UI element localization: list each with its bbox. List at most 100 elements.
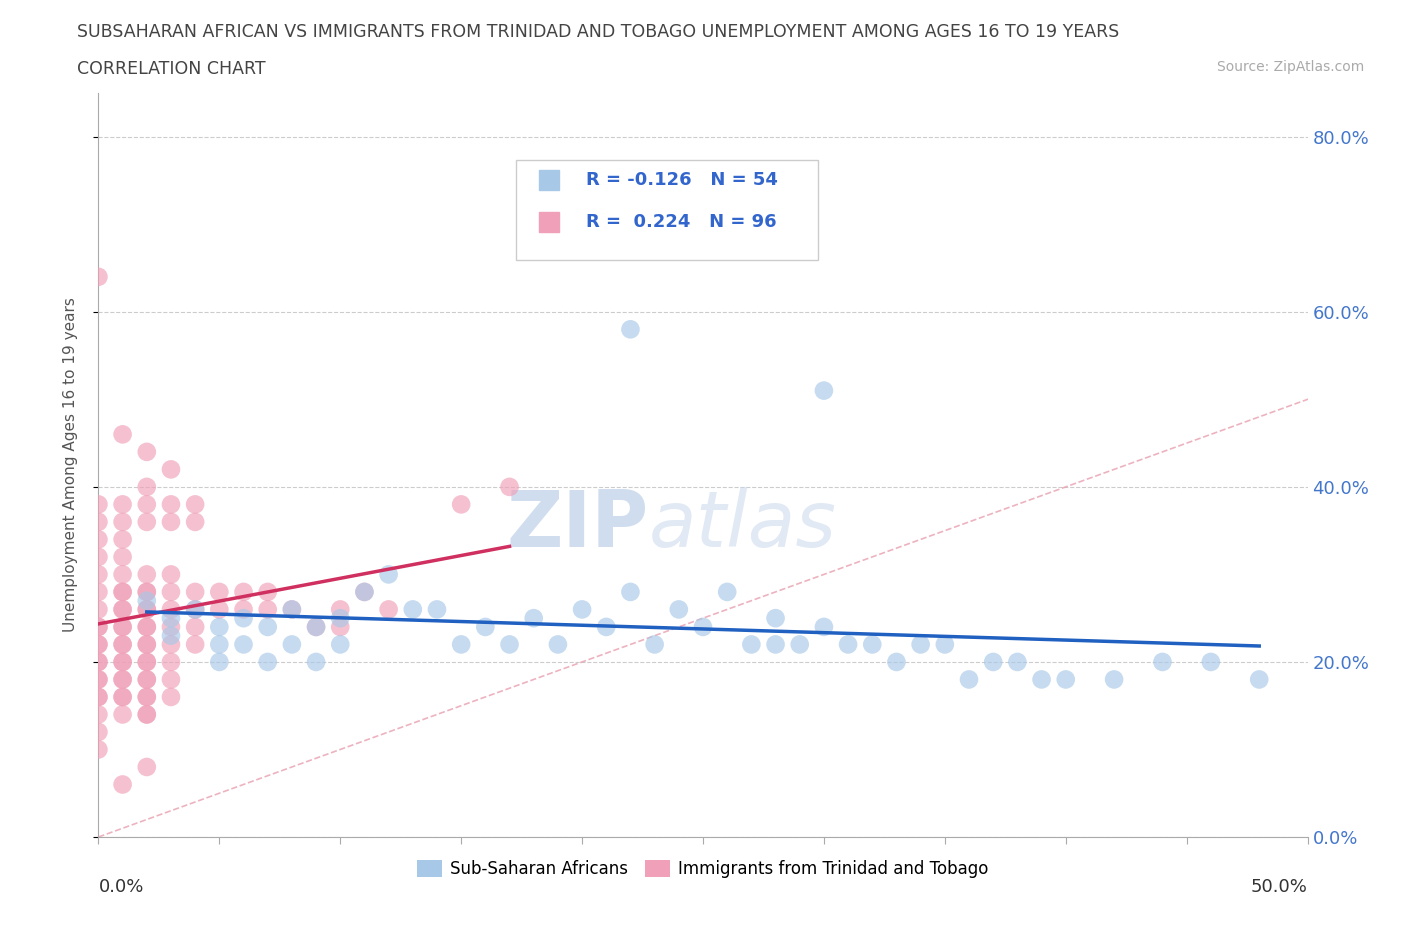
Text: Source: ZipAtlas.com: Source: ZipAtlas.com	[1216, 60, 1364, 74]
Point	[87, 602, 110, 617]
Point	[135, 689, 157, 704]
Point	[87, 742, 110, 757]
Point	[87, 619, 110, 634]
Point	[87, 689, 110, 704]
Point	[329, 611, 352, 626]
Point	[135, 480, 157, 495]
Point	[184, 602, 207, 617]
Point	[305, 619, 328, 634]
Point	[135, 689, 157, 704]
Point	[498, 480, 520, 495]
Point	[256, 655, 278, 670]
Point	[87, 672, 110, 687]
Point	[232, 584, 254, 599]
Text: R = -0.126   N = 54: R = -0.126 N = 54	[586, 171, 778, 189]
Point	[498, 637, 520, 652]
Point	[716, 584, 738, 599]
Point	[765, 637, 787, 652]
Point	[111, 602, 134, 617]
Point	[111, 777, 134, 792]
Point	[837, 637, 859, 652]
Point	[860, 637, 883, 652]
Point	[135, 497, 157, 512]
Point	[886, 655, 908, 670]
Point	[160, 611, 183, 626]
Point	[1102, 672, 1125, 687]
Point	[135, 514, 157, 529]
Point	[450, 497, 472, 512]
Point	[305, 619, 328, 634]
Point	[135, 672, 157, 687]
Point	[87, 567, 110, 582]
Point	[426, 602, 449, 617]
FancyBboxPatch shape	[516, 160, 818, 260]
Point	[1152, 655, 1174, 670]
Point	[1054, 672, 1077, 687]
Point	[910, 637, 932, 652]
Point	[111, 637, 134, 652]
Point	[87, 497, 110, 512]
Y-axis label: Unemployment Among Ages 16 to 19 years: Unemployment Among Ages 16 to 19 years	[63, 298, 77, 632]
Point	[160, 497, 183, 512]
Text: atlas: atlas	[648, 486, 837, 563]
Point	[111, 672, 134, 687]
Point	[281, 637, 304, 652]
Point	[208, 602, 231, 617]
Point	[111, 619, 134, 634]
Point	[571, 602, 593, 617]
Point	[184, 514, 207, 529]
Point	[813, 619, 835, 634]
Text: CORRELATION CHART: CORRELATION CHART	[77, 60, 266, 78]
Point	[135, 584, 157, 599]
Point	[184, 584, 207, 599]
Point	[135, 602, 157, 617]
Point	[329, 619, 352, 634]
Point	[474, 619, 496, 634]
Point	[135, 637, 157, 652]
Point	[256, 619, 278, 634]
Point	[135, 602, 157, 617]
Point	[111, 619, 134, 634]
Point	[160, 462, 183, 477]
Point	[208, 584, 231, 599]
Point	[87, 584, 110, 599]
Point	[135, 655, 157, 670]
Point	[111, 689, 134, 704]
Point	[160, 514, 183, 529]
Point	[402, 602, 425, 617]
Point	[111, 655, 134, 670]
Legend: Sub-Saharan Africans, Immigrants from Trinidad and Tobago: Sub-Saharan Africans, Immigrants from Tr…	[411, 853, 995, 884]
Point	[87, 655, 110, 670]
Point	[353, 584, 375, 599]
Point	[111, 427, 134, 442]
Point	[644, 637, 666, 652]
Point	[160, 637, 183, 652]
Point	[523, 611, 546, 626]
Point	[160, 602, 183, 617]
Point	[256, 584, 278, 599]
Point	[135, 593, 157, 608]
Point	[232, 611, 254, 626]
Point	[208, 619, 231, 634]
Point	[692, 619, 714, 634]
Point	[87, 514, 110, 529]
Point	[668, 602, 690, 617]
Point	[135, 619, 157, 634]
Point	[160, 584, 183, 599]
Point	[87, 672, 110, 687]
Point	[135, 567, 157, 582]
Point	[111, 514, 134, 529]
Point	[208, 637, 231, 652]
Point	[934, 637, 956, 652]
Point	[111, 584, 134, 599]
Point	[377, 602, 399, 617]
Point	[135, 445, 157, 459]
Point	[135, 672, 157, 687]
Point	[595, 619, 617, 634]
Point	[184, 637, 207, 652]
Point	[87, 532, 110, 547]
Point	[184, 619, 207, 634]
Point	[329, 602, 352, 617]
Point	[87, 637, 110, 652]
Point	[160, 655, 183, 670]
